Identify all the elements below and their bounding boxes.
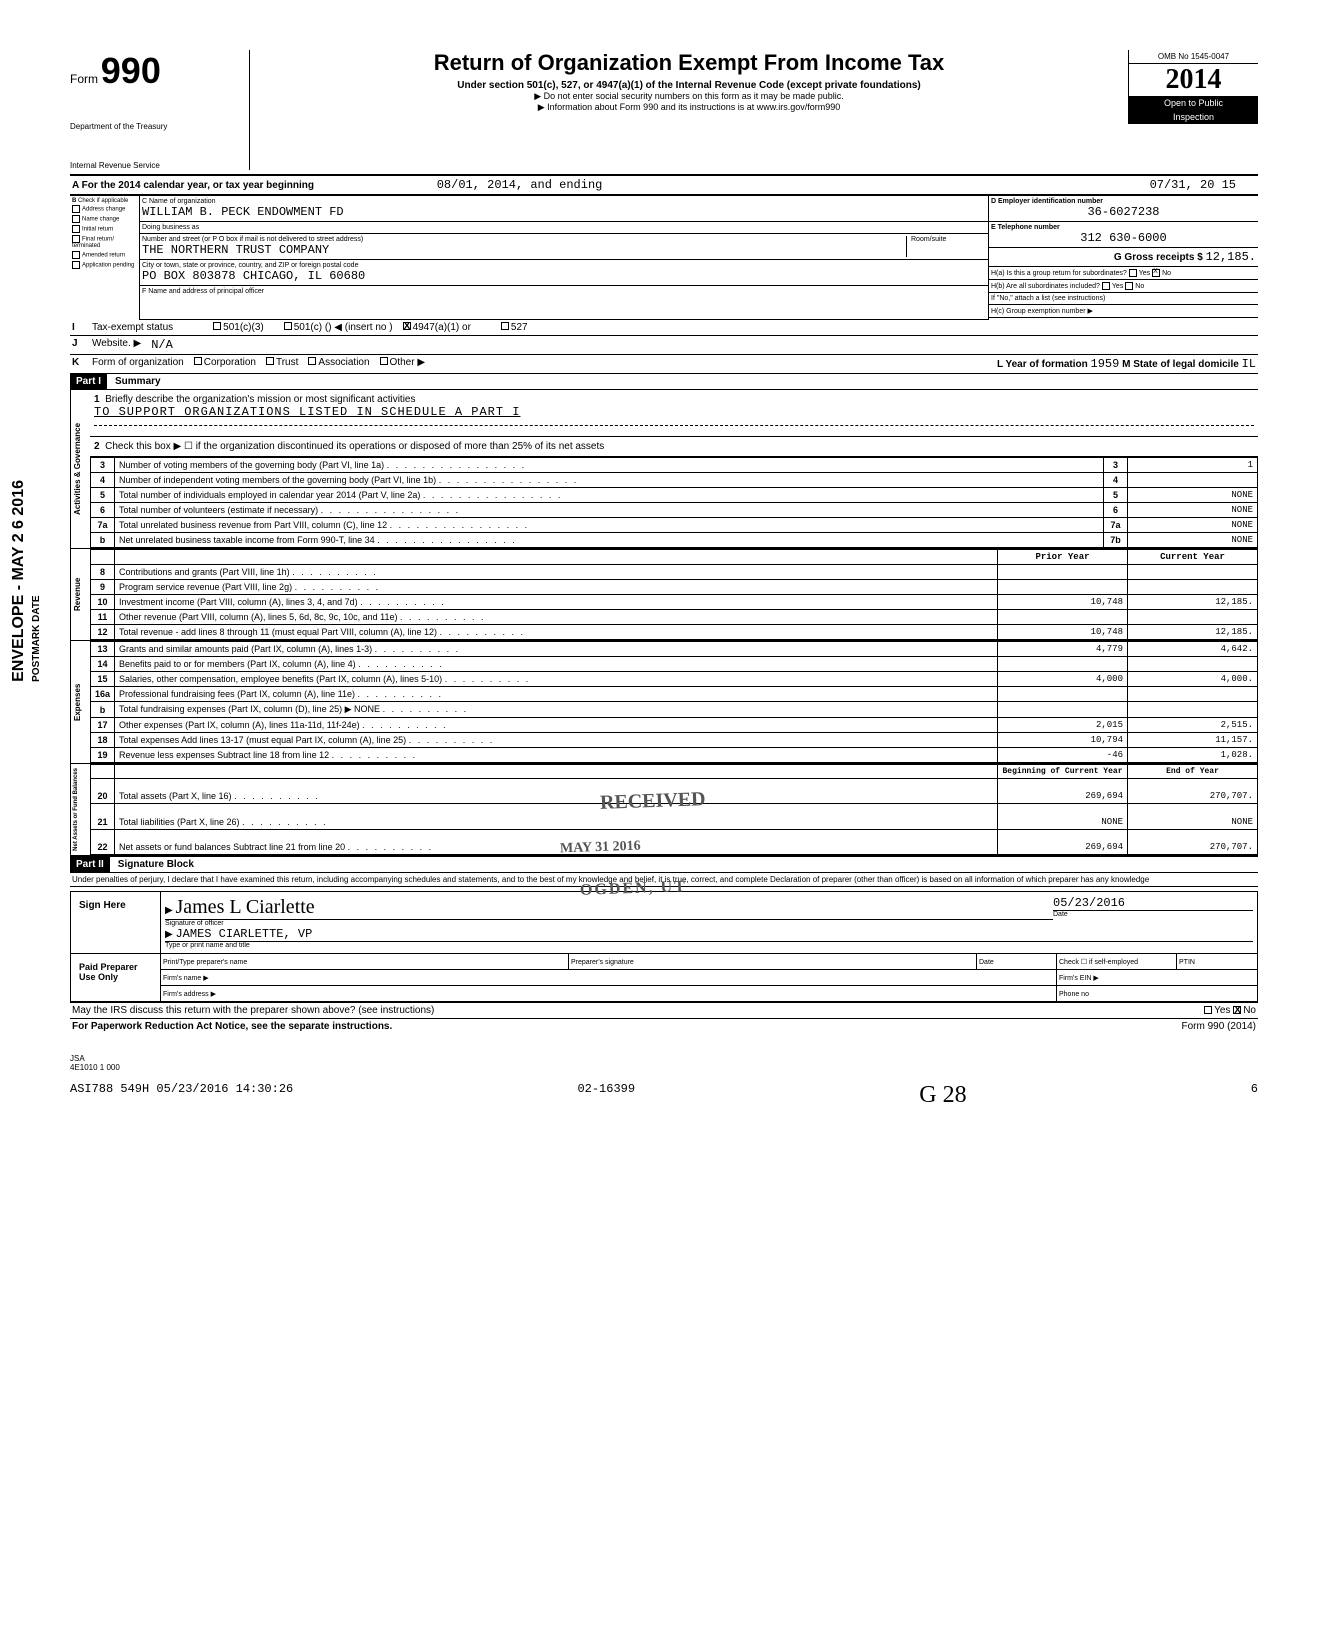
street-label: Number and street (or P O box if mail is… (142, 236, 906, 243)
line2-label: Check this box ▶ ☐ if the organization d… (105, 441, 604, 452)
org-name: WILLIAM B. PECK ENDOWMENT FD (142, 205, 986, 219)
street: THE NORTHERN TRUST COMPANY (142, 243, 906, 257)
paid-prep-label: Paid Preparer Use Only (71, 954, 161, 1001)
officer-name: JAMES CIARLETTE, VP (175, 927, 312, 941)
line1-label: Briefly describe the organization's miss… (105, 394, 415, 405)
postmark-stamp: ENVELOPE - MAY 2 6 2016 POSTMARK DATE (10, 480, 46, 682)
vert-expenses: Expenses (70, 641, 90, 763)
vert-net: Net Assets or Fund Balances (70, 764, 90, 855)
city-label: City or town, state or province, country… (142, 262, 986, 269)
page-footer: ASI788 549H 05/23/2016 14:30:26 02-16399… (70, 1082, 1258, 1109)
jsa: JSA (70, 1054, 1258, 1063)
form-line3: ▶ Information about Form 990 and its ins… (260, 102, 1118, 113)
stamp-date: MAY 31 2016 (560, 839, 641, 858)
hb-label: H(b) Are all subordinates included? (991, 283, 1100, 290)
name-label: C Name of organization (142, 198, 986, 205)
vert-governance: Activities & Governance (70, 390, 90, 548)
hc-label: H(c) Group exemption number ▶ (989, 305, 1258, 318)
stamp-ogden: OGDEN, UT (580, 878, 687, 900)
vert-revenue: Revenue (70, 549, 90, 640)
tax-year: 2014 (1129, 64, 1258, 96)
form-header: Form 990 Department of the Treasury Inte… (70, 50, 1258, 176)
governance-table: 3Number of voting members of the governi… (90, 457, 1258, 548)
hno-note: If "No," attach a list (see instructions… (989, 293, 1258, 305)
received-stamp: RECEIVED (600, 788, 706, 815)
sig-date: 05/23/2016 (1053, 896, 1125, 910)
dba-label: Doing business as (142, 224, 986, 231)
form-title: Return of Organization Exempt From Incom… (260, 50, 1118, 76)
pra-notice: For Paperwork Reduction Act Notice, see … (72, 1021, 392, 1032)
part2-header: Part II Signature Block (70, 857, 1258, 873)
revenue-table: Prior Year Current Year 8Contributions a… (90, 549, 1258, 640)
gross-receipts: 12,185. (1206, 250, 1256, 264)
phone: 312 630-6000 (991, 231, 1256, 245)
ein-label: D Employer identification number (991, 198, 1103, 205)
form-label: Form (70, 72, 98, 86)
expense-table: 13Grants and similar amounts paid (Part … (90, 641, 1258, 763)
sign-here-label: Sign Here (71, 892, 161, 953)
signature-block: Sign Here ▶ James L Ciarlette Signature … (70, 891, 1258, 1003)
line-i: I Tax-exempt status 501(c)(3) 501(c) ( )… (70, 320, 1258, 336)
omb-number: OMB No 1545-0047 (1129, 50, 1258, 64)
form-line2: ▶ Do not enter social security numbers o… (260, 91, 1118, 102)
mission: TO SUPPORT ORGANIZATIONS LISTED IN SCHED… (94, 405, 520, 419)
org-info-block: B Check if applicable Address change Nam… (70, 195, 1258, 320)
irs-label: Internal Revenue Service (70, 161, 243, 170)
form-subtitle: Under section 501(c), 527, or 4947(a)(1)… (260, 80, 1118, 91)
ein: 36-6027238 (991, 205, 1256, 219)
gross-label: G Gross receipts $ (1114, 252, 1203, 263)
period-row: A For the 2014 calendar year, or tax yea… (70, 176, 1258, 195)
inspection: Inspection (1129, 110, 1258, 124)
dept-treasury: Department of the Treasury (70, 122, 243, 131)
line-j: J Website. ▶ N/A (70, 336, 1258, 355)
form-number: 990 (101, 50, 161, 91)
checkbox-list: Address change Name change Initial retur… (72, 204, 137, 270)
line-k: K Form of organization Corporation Trust… (70, 355, 1258, 374)
form-footer: Form 990 (2014) (1182, 1021, 1256, 1032)
phone-label: E Telephone number (991, 224, 1060, 231)
officer-label: F Name and address of principal officer (142, 288, 986, 295)
ha-label: H(a) Is this a group return for subordin… (991, 270, 1127, 277)
open-public: Open to Public (1129, 96, 1258, 110)
city: PO BOX 803878 CHICAGO, IL 60680 (142, 269, 986, 283)
room-label: Room/suite (911, 236, 986, 243)
jsa-code: 4E1010 1 000 (70, 1063, 1258, 1072)
part1-header: Part I Summary (70, 374, 1258, 390)
signature: James L Ciarlette (175, 896, 314, 918)
may-irs-row: May the IRS discuss this return with the… (70, 1003, 1258, 1019)
